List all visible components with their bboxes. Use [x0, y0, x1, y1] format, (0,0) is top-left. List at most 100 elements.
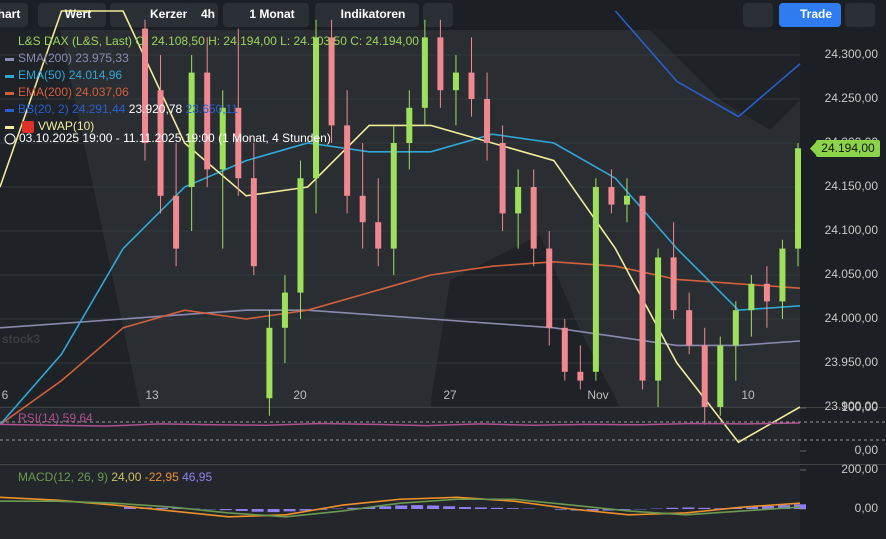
candle-body: [795, 148, 801, 249]
toolbar-button[interactable]: [187, 3, 217, 27]
legend-name: SMA(200): [18, 51, 72, 65]
indicator-line: [614, 10, 801, 118]
candle-body: [452, 72, 459, 91]
warning-icon: [22, 121, 34, 133]
macd-bar: [171, 508, 184, 509]
candle-body: [592, 187, 599, 372]
price-tick-label: 24.300,00: [825, 47, 879, 61]
legend-swatch: [5, 58, 14, 61]
toolbar-icon-button[interactable]: [845, 3, 875, 27]
button-label: Wert: [65, 7, 91, 21]
macd-signal_line: [0, 498, 801, 518]
clock-icon: [4, 133, 16, 145]
toolbar-icon-button[interactable]: [423, 3, 453, 27]
macd-v1: 24,00: [111, 470, 141, 484]
button-label: hart: [0, 7, 20, 21]
button-label: 4h: [201, 7, 215, 21]
macd-bar: [283, 509, 296, 512]
toolbar-button[interactable]: [0, 3, 28, 27]
toolbar-button[interactable]: [779, 3, 841, 27]
macd-bar: [586, 509, 599, 511]
candle-body: [779, 248, 786, 302]
macd-bar: [379, 506, 392, 509]
candle-body: [763, 283, 770, 302]
x-tick-label: 20: [293, 388, 307, 402]
legend-value: 24.037,06: [75, 85, 129, 99]
macd-bar: [395, 505, 408, 509]
span: (1 Monat, 4 Stunden): [218, 131, 331, 145]
macd-bar: [267, 509, 280, 513]
rsi-label: RSI(14) 59,64: [18, 411, 93, 425]
candle-body: [328, 37, 335, 126]
macd-bar: [698, 507, 711, 509]
price-tick-label: 24.150,00: [825, 179, 879, 193]
indicator-line: [0, 260, 801, 426]
rsi-tick-label: 0,00: [855, 443, 879, 457]
candle-body: [515, 187, 522, 214]
bb-fill: [0, 30, 140, 407]
legend-name: EMA(200): [18, 85, 72, 99]
candle-body: [748, 283, 755, 311]
legend-value: 23.975,33: [75, 51, 129, 65]
macd-bar: [347, 507, 360, 509]
rsi-line: [0, 422, 801, 427]
x-tick-label: 10: [741, 388, 755, 402]
toolbar-icon-button[interactable]: [743, 3, 773, 27]
indicator-line: [0, 10, 801, 444]
macd-bar: [474, 507, 487, 509]
legend-swatch: [5, 126, 14, 129]
price-tag-arrow: [810, 142, 816, 155]
legend-item: VWAP(10): [38, 119, 94, 133]
macd-bar: [459, 507, 471, 509]
candle-body: [390, 143, 397, 249]
candle-body: [313, 37, 320, 179]
indicator-line: [0, 133, 801, 426]
candle-body: [375, 222, 382, 249]
macd-bar: [666, 507, 679, 509]
legend-extra2: 23.650,11: [186, 102, 239, 116]
macd-bar: [251, 509, 264, 512]
candle-body: [406, 107, 413, 143]
candle-body: [157, 90, 164, 196]
candle-body: [686, 310, 693, 346]
legend-value: 24.014,96: [69, 68, 123, 82]
candle-body: [281, 292, 288, 328]
macd-bar: [124, 507, 136, 509]
legend-item: BB(20, 2) 24.291,44 23.920,78 23.650,11: [18, 102, 238, 116]
macd-tick-label: 0,00: [855, 501, 879, 515]
candle-body: [188, 72, 195, 187]
macd-bar: [490, 507, 503, 509]
candle-body: [359, 195, 366, 223]
x-tick-label: Nov: [587, 388, 608, 402]
candle-body: [437, 37, 444, 91]
price-tick-label: 23.950,00: [825, 355, 879, 369]
button-label: Trade: [800, 7, 832, 21]
macd-bar: [794, 504, 806, 509]
legend-item: SMA(200) 23.975,33: [18, 51, 129, 65]
legend-main: L&S DAX (L&S, Last) O: 24.108,50 H: 24.1…: [18, 34, 419, 48]
legend-name: BB(20, 2): [18, 102, 69, 116]
toolbar-button[interactable]: [223, 3, 309, 27]
macd-bar: [618, 509, 631, 510]
toolbar-button[interactable]: [315, 3, 419, 27]
candle-body: [655, 257, 662, 381]
macd-bar: [411, 505, 424, 509]
candle-body: [639, 195, 646, 381]
candle-body: [204, 72, 211, 170]
candle-body: [577, 371, 584, 381]
price-tick-label: 24.250,00: [825, 91, 879, 105]
price-tick-label: 24.000,00: [825, 311, 879, 325]
macd-v2: -22,95: [145, 470, 179, 484]
legend-value: 24.291,44: [72, 102, 126, 116]
macd-bar: [506, 508, 519, 509]
rsi-tick-label: 100,00: [841, 400, 878, 414]
candle-body: [142, 28, 148, 144]
toolbar-button[interactable]: [38, 3, 106, 27]
candle-body: [250, 178, 257, 267]
macd-bg: [0, 465, 800, 539]
candle-body: [717, 345, 724, 407]
button-label: Kerzen: [150, 7, 190, 21]
candle-body: [546, 248, 553, 328]
macd-bar: [762, 505, 775, 509]
